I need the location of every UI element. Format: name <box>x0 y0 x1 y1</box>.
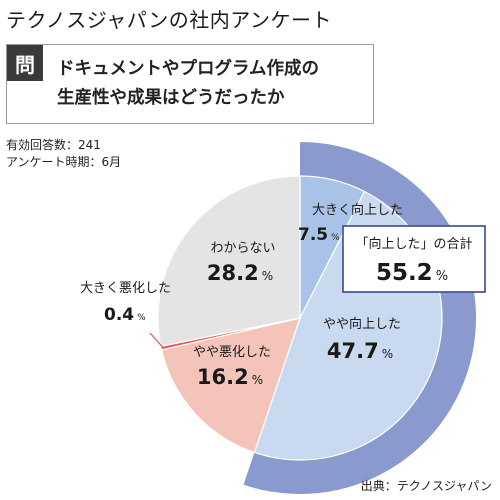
page-title: テクノスジャパンの社内アンケート <box>6 8 332 32</box>
slice-label-2: やや悪化した <box>193 345 271 360</box>
label-layer: 大きく向上した 7.5 % やや向上した 47.7 % やや悪化した 16.2 % 大きく悪化した… <box>80 202 486 389</box>
slice-value-4: 28.2% <box>207 261 273 285</box>
question-line-2: 生産性や成果はどうだったか <box>57 88 285 108</box>
slice-value-3: 0.4% <box>104 305 146 325</box>
question-text: ドキュメントやプログラム作成の 生産性や成果はどうだったか <box>57 55 367 113</box>
source-note: 出典：テクノスジャパン <box>360 479 492 493</box>
pie-slice-4 <box>157 175 301 348</box>
survey-meta: 有効回答数：241 アンケート時期：6月 <box>6 137 121 171</box>
group-callout-value: 55.2% <box>376 260 448 286</box>
leader-line-3 <box>149 332 164 349</box>
respondent-count: 有効回答数：241 <box>6 138 101 152</box>
slice-label-3: 大きく悪化した <box>80 281 171 296</box>
group-callout-box <box>342 225 486 293</box>
slice-value-2: 16.2% <box>197 365 263 389</box>
slice-label-1: やや向上した <box>323 316 401 332</box>
slice-label-4: わからない <box>210 241 275 256</box>
question-box: 問 ドキュメントやプログラム作成の 生産性や成果はどうだったか <box>6 44 374 124</box>
question-line-1: ドキュメントやプログラム作成の <box>57 59 319 79</box>
question-tag: 問 <box>7 45 43 81</box>
survey-period: アンケート時期：6月 <box>6 155 122 169</box>
slice-value-0: 7.5% <box>298 225 340 245</box>
pie-slice-2 <box>160 317 301 454</box>
slice-label-0: 大きく向上した <box>312 202 403 218</box>
slice-value-1: 47.7% <box>327 339 393 363</box>
group-callout-label: 「向上した」の合計 <box>355 236 472 252</box>
